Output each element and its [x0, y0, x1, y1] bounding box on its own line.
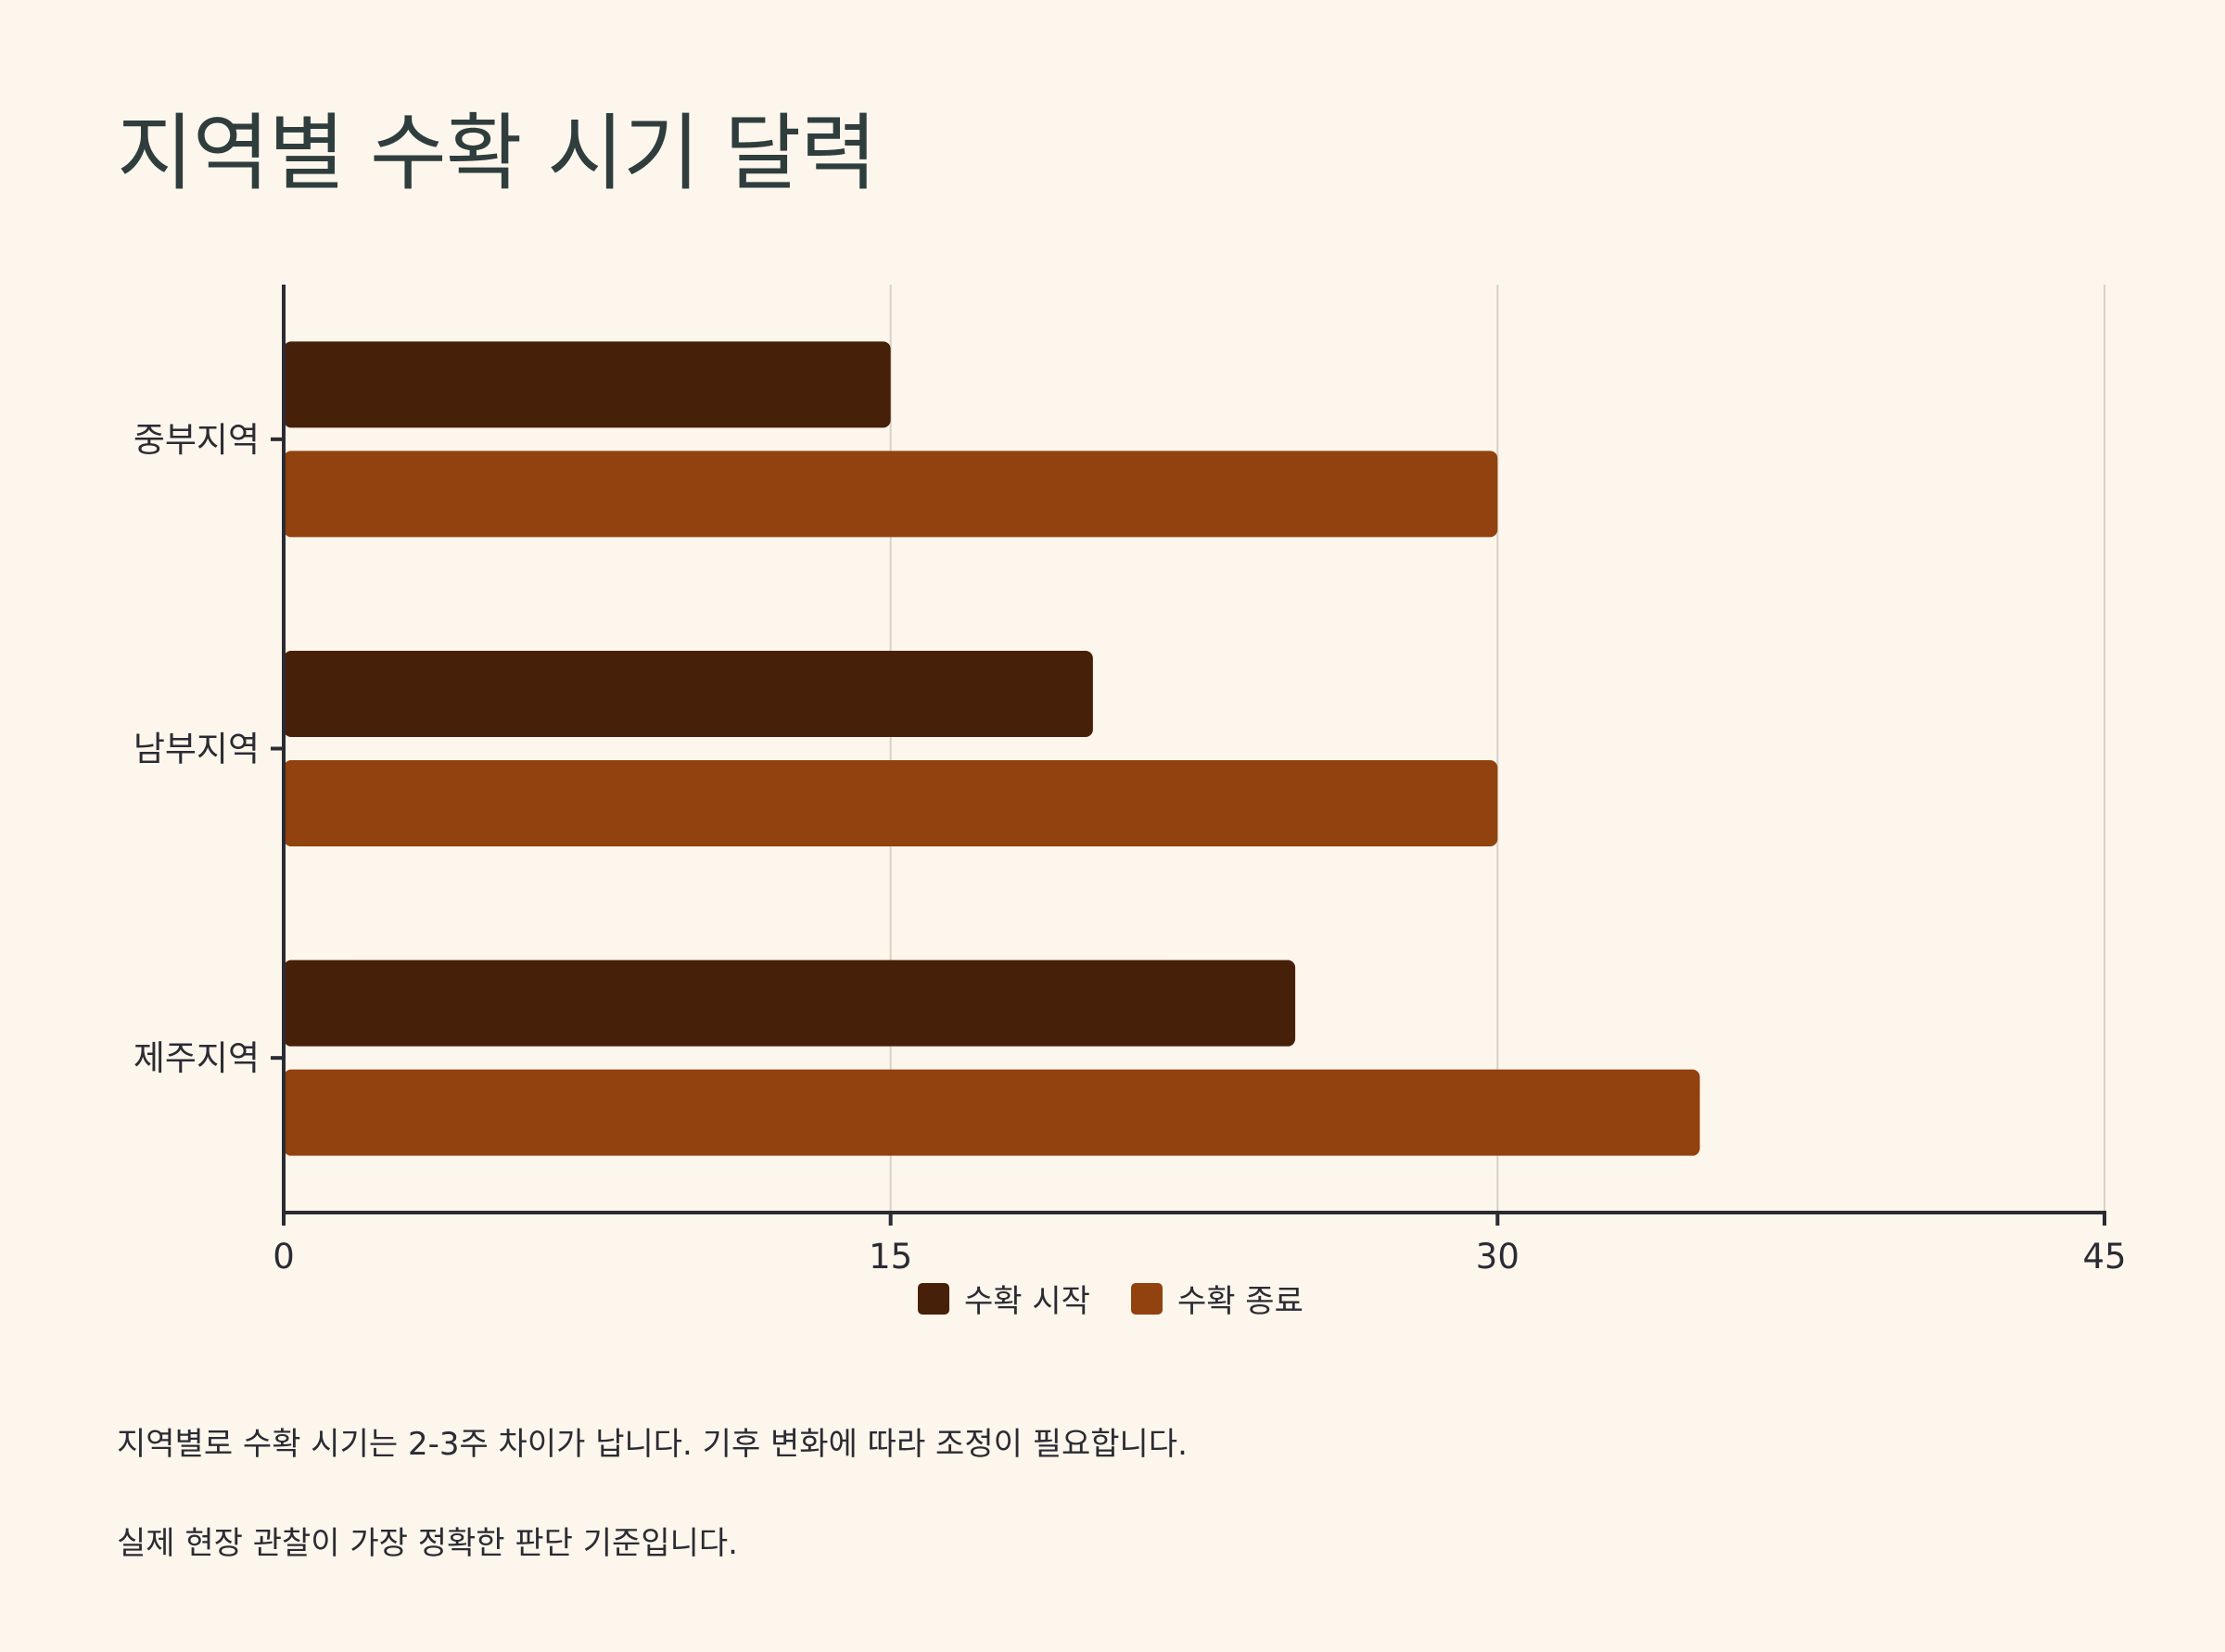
bar-start[interactable] [284, 959, 1296, 1047]
x-tick-label: 0 [273, 1237, 295, 1277]
legend-swatch-end [1130, 1282, 1163, 1315]
notes: 지역별로 수확 시기는 2-3주 차이가 납니다. 기후 변화에 따라 조정이 … [117, 1418, 1188, 1617]
legend-swatch-start [918, 1282, 949, 1315]
legend-item-end[interactable]: 수확 종료 [1130, 1276, 1303, 1321]
bar-end[interactable] [284, 451, 1498, 538]
bar-start[interactable] [284, 651, 1093, 737]
legend-label-end: 수확 종료 [1176, 1283, 1303, 1320]
legend: 수확 시작 수확 종료 [918, 1276, 1303, 1321]
x-tick-label: 30 [1476, 1237, 1519, 1277]
legend-item-start[interactable]: 수확 시작 [918, 1276, 1090, 1321]
grid-lines [889, 285, 2105, 1213]
page-title: 지역별 수확 시기 달력 [117, 105, 877, 202]
note-text: 지역별로 수확 시기는 2-3주 차이가 납니다. 기후 변화에 따라 조정이 … [117, 1426, 1188, 1463]
bar-end[interactable] [284, 1069, 1700, 1156]
bar-start[interactable] [284, 341, 891, 428]
legend-label-start: 수확 시작 [964, 1283, 1090, 1320]
y-tick-label: 남부지역 [134, 730, 260, 769]
y-tick-label: 제주지역 [134, 1038, 260, 1078]
y-tick-label: 중부지역 [134, 420, 260, 460]
x-tick-label: 15 [869, 1237, 912, 1277]
note-text: 실제 현장 관찰이 가장 정확한 판단 기준입니다. [117, 1525, 738, 1562]
bar-end[interactable] [284, 760, 1498, 846]
bars [284, 341, 1700, 1156]
x-tick-label: 45 [2082, 1237, 2126, 1277]
